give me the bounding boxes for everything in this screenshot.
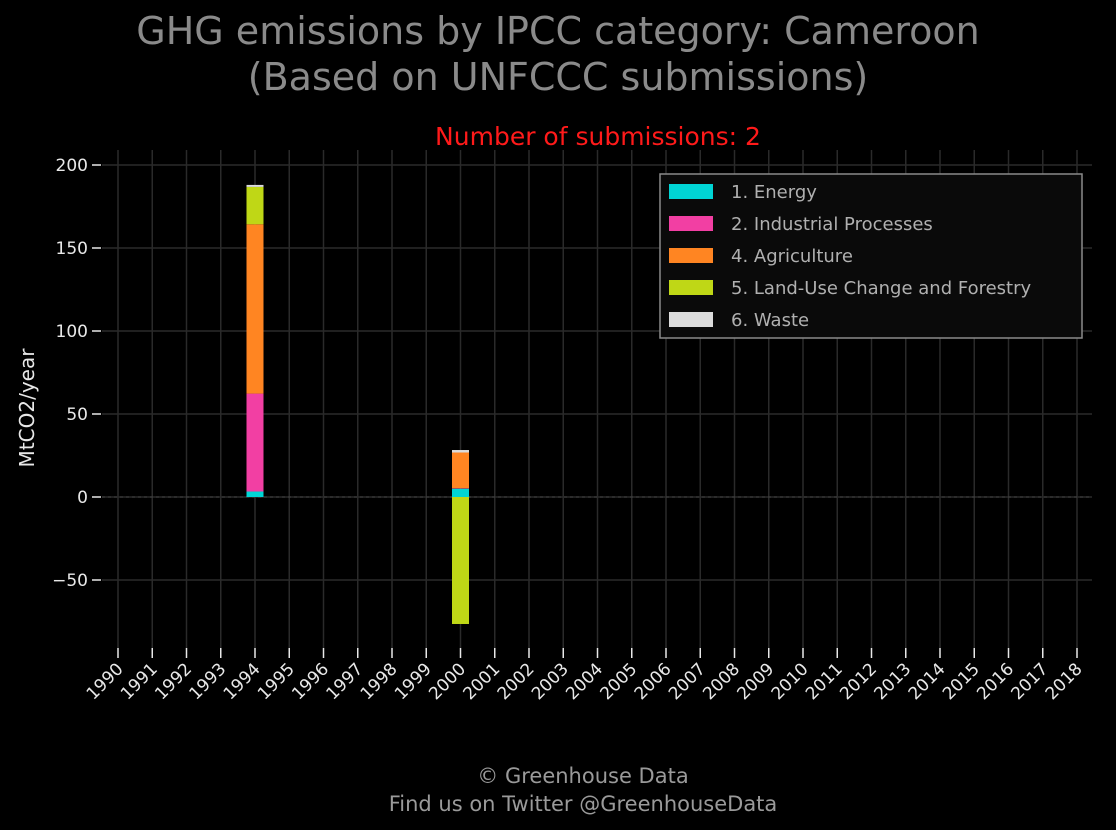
y-tick-label: −50 — [52, 571, 88, 591]
y-tick-label: 100 — [56, 322, 88, 342]
x-tick-label: 1995 — [254, 659, 299, 704]
bar-2000-5 — [452, 497, 469, 624]
x-tick-label: 1994 — [220, 659, 265, 704]
bar-1994-4 — [246, 224, 264, 394]
x-tick-label: 2002 — [494, 659, 539, 704]
x-tick-label: 2012 — [836, 659, 881, 704]
bar-2000-6 — [452, 450, 469, 453]
legend-swatch — [669, 312, 713, 327]
x-tick-label: 2015 — [939, 659, 984, 704]
chart-title-line1: GHG emissions by IPCC category: Cameroon — [136, 9, 980, 53]
x-tick-label: 1992 — [151, 659, 196, 704]
footer-twitter: Find us on Twitter @GreenhouseData — [388, 792, 778, 816]
chart-title-line2: (Based on UNFCCC submissions) — [247, 55, 869, 99]
x-tick-label: 2008 — [699, 659, 744, 704]
x-tick-label: 2006 — [631, 659, 676, 704]
x-tick-label: 2000 — [425, 659, 470, 704]
x-tick-label: 2003 — [528, 659, 573, 704]
bar-1994-6 — [246, 184, 264, 187]
bar-1994-5 — [246, 186, 264, 225]
y-axis-label: MtCO2/year — [15, 348, 39, 468]
x-tick-label: 1997 — [323, 659, 368, 704]
footer-copyright: © Greenhouse Data — [477, 764, 689, 788]
y-tick-label: 150 — [56, 239, 88, 259]
legend-swatch — [669, 184, 713, 199]
x-tick-label: 2018 — [1042, 659, 1087, 704]
x-tick-label: 2014 — [905, 659, 950, 704]
bar-1994-1 — [246, 491, 264, 497]
x-tick-label: 2017 — [1008, 659, 1053, 704]
footer: © Greenhouse Data Find us on Twitter @Gr… — [0, 762, 1116, 818]
x-tick-label: 2004 — [562, 659, 607, 704]
bar-1994-2 — [246, 393, 264, 492]
x-tick-label: 1999 — [391, 659, 436, 704]
x-tick-label: 2009 — [734, 659, 779, 704]
legend-swatch — [669, 216, 713, 231]
x-tick-label: 2016 — [973, 659, 1018, 704]
x-tick-label: 1991 — [117, 659, 162, 704]
y-tick-label: 0 — [77, 488, 88, 508]
x-tick-label: 1990 — [83, 659, 128, 704]
legend-label: 5. Land-Use Change and Forestry — [731, 278, 1031, 299]
legend: 1. Energy 2. Industrial Processes 4. Agric… — [659, 173, 1083, 339]
bars — [246, 184, 469, 624]
x-tick-label: 2013 — [871, 659, 916, 704]
legend-label: 1. Energy — [731, 182, 817, 203]
chart-title: GHG emissions by IPCC category: Cameroon… — [0, 8, 1116, 100]
legend-label: 4. Agriculture — [731, 246, 853, 267]
submissions-count: Number of submissions: 2 — [435, 122, 761, 151]
legend-label: 6. Waste — [731, 310, 809, 331]
bar-2000-4 — [452, 452, 469, 489]
legend-label: 2. Industrial Processes — [731, 214, 933, 235]
legend-swatch — [669, 248, 713, 263]
x-tick-label: 1998 — [357, 659, 402, 704]
legend-swatch — [669, 280, 713, 295]
y-tick-label: 50 — [66, 405, 88, 425]
legend-box — [659, 173, 1083, 339]
x-tick-label: 2001 — [460, 659, 505, 704]
bar-2000-2 — [452, 488, 469, 489]
y-tick-label: 200 — [56, 156, 88, 176]
bar-2000-1 — [452, 488, 469, 497]
x-tick-label: 2007 — [665, 659, 710, 704]
grid — [102, 150, 1092, 648]
x-tick-label: 1993 — [186, 659, 231, 704]
x-tick-label: 1996 — [288, 659, 333, 704]
x-tick-label: 2011 — [802, 659, 847, 704]
x-tick-label: 2005 — [597, 659, 642, 704]
x-tick-label: 2010 — [768, 659, 813, 704]
